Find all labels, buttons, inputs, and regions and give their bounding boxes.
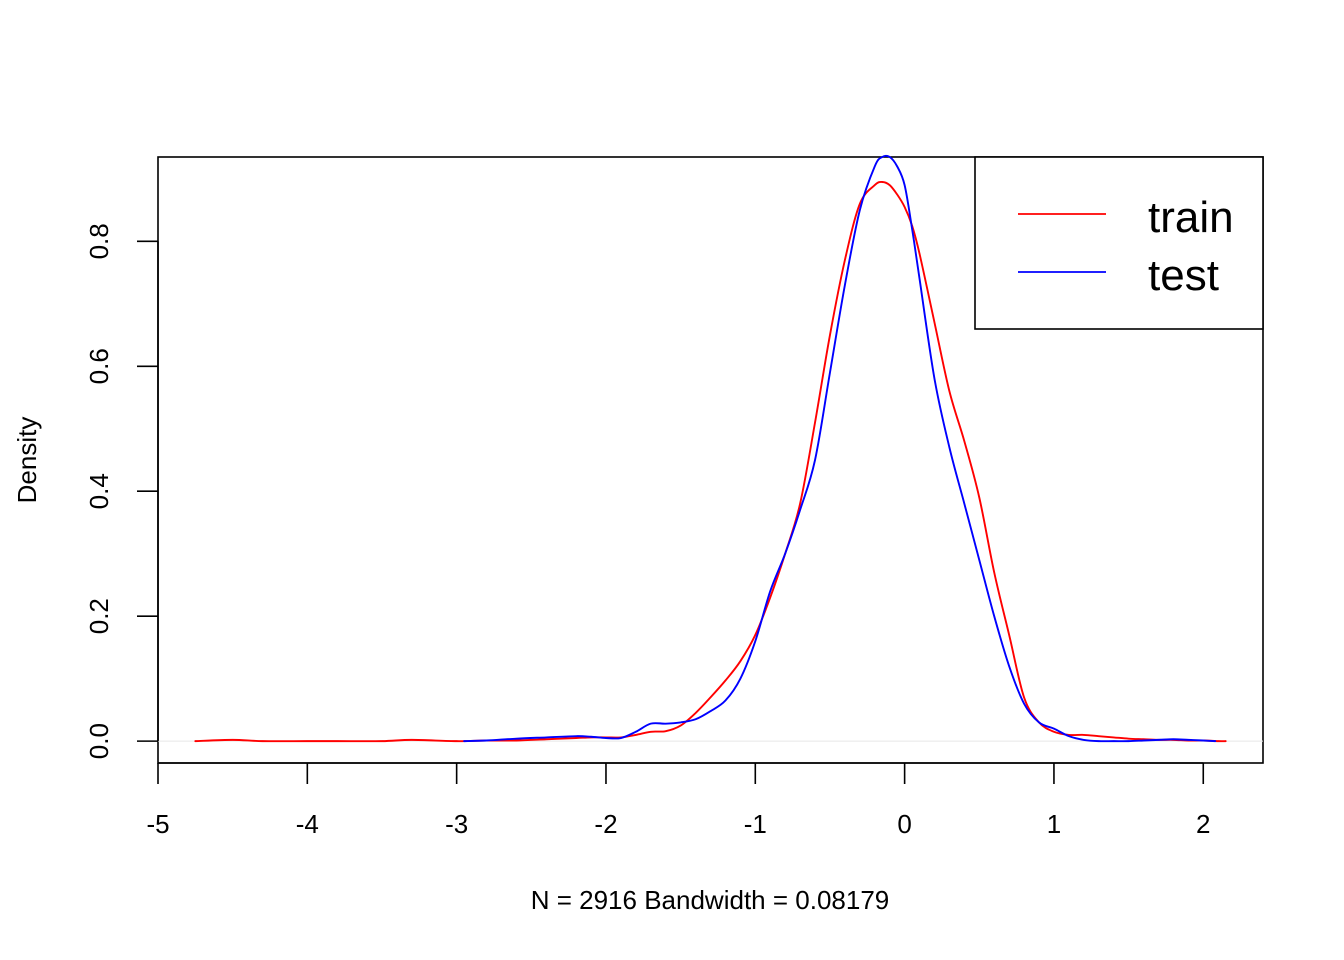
y-tick-label: 0.4 [84,473,114,509]
y-tick-label: 0.0 [84,723,114,759]
x-tick-label: 0 [897,809,911,839]
legend-box [974,156,1264,330]
y-axis-title: Density [12,417,42,504]
series-line-test [463,154,1217,743]
series-lines [194,154,1227,743]
x-tick-label: -2 [594,809,617,839]
y-tick-label: 0.2 [84,598,114,634]
y-axis: 0.0 0.2 0.4 0.6 0.8 [84,223,159,759]
x-tick-label: -4 [296,809,319,839]
x-tick-label: 2 [1196,809,1210,839]
x-axis: -5 -4 -3 -2 -1 0 1 2 [146,762,1211,839]
legend: train test [974,156,1264,330]
legend-label-train: train [1148,193,1234,242]
x-tick-label: -3 [445,809,468,839]
x-axis-title: N = 2916 Bandwidth = 0.08179 [531,885,890,915]
x-tick-label: -5 [146,809,169,839]
x-tick-label: 1 [1047,809,1061,839]
y-tick-label: 0.6 [84,348,114,384]
y-tick-label: 0.8 [84,223,114,259]
legend-label-test: test [1148,251,1219,300]
x-tick-label: -1 [744,809,767,839]
series-line-train [194,181,1227,743]
